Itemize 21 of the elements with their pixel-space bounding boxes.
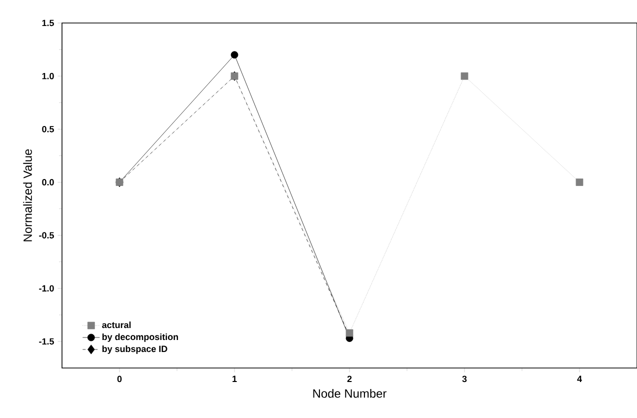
y-tick-label: -1.0	[39, 285, 54, 292]
legend-label: actural	[102, 322, 131, 328]
y-axis-title: Normalized Value	[23, 149, 32, 242]
y-tick-label: -1.5	[39, 338, 54, 345]
y-tick-label: 0.5	[42, 126, 54, 132]
y-tick-label: -0.5	[39, 232, 54, 238]
x-tick-label: 1	[232, 376, 237, 382]
x-axis-title: Node Number	[313, 388, 386, 398]
x-tick-label: 0	[117, 376, 122, 382]
point	[460, 72, 468, 80]
point	[346, 329, 354, 337]
legend-label: by decomposition	[102, 333, 178, 342]
legend-label: by subspace ID	[102, 345, 168, 354]
x-tick-label: 3	[462, 376, 467, 382]
point	[576, 178, 584, 186]
y-tick-label: 1.5	[42, 20, 54, 26]
x-tick-label: 2	[347, 376, 352, 382]
y-tick-label: 1.0	[42, 72, 54, 80]
y-tick-label: 0.0	[42, 179, 54, 186]
point	[230, 51, 238, 59]
x-tick-label: 4	[577, 376, 582, 382]
